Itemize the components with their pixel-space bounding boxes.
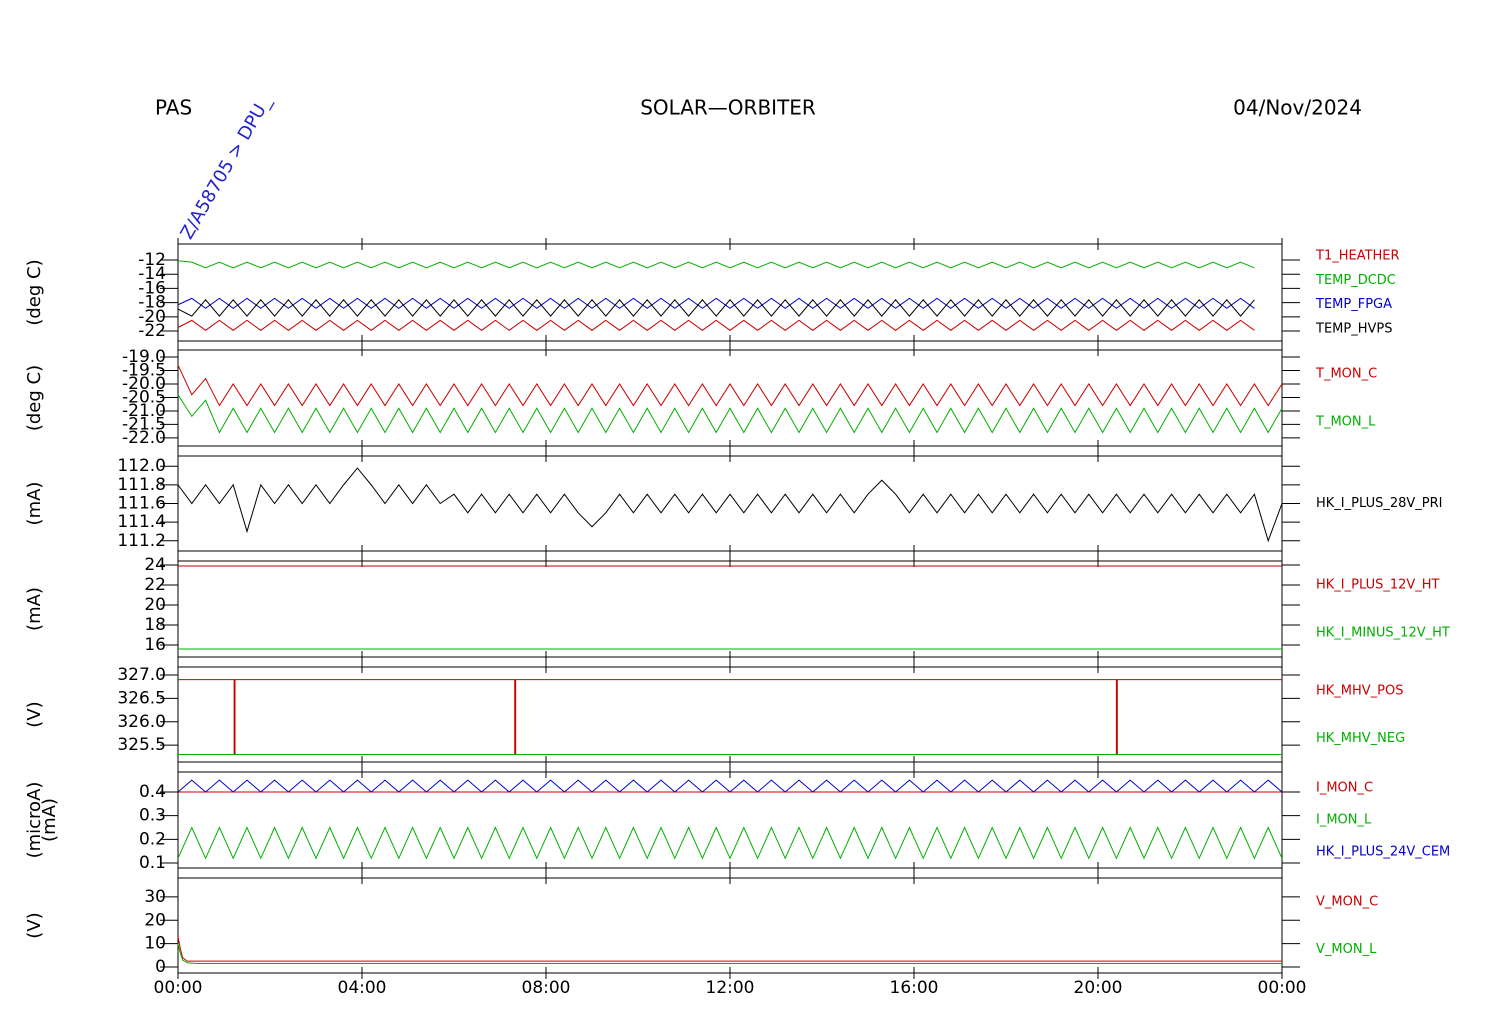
y-tick-label: 20 xyxy=(144,910,166,930)
y-tick-label: -22.0 xyxy=(122,428,166,448)
y-axis-label: (microA) xyxy=(24,782,45,859)
header-left: PAS xyxy=(155,96,192,120)
y-tick-label: 0.3 xyxy=(139,806,166,826)
plot-frame xyxy=(177,349,1283,447)
y-tick-label: 10 xyxy=(144,934,166,954)
plot-frame xyxy=(177,455,1283,552)
y-tick-label: 111.8 xyxy=(117,475,166,495)
y-tick-label: 16 xyxy=(144,635,166,655)
legend-label: HK_I_PLUS_24V_CEM xyxy=(1316,845,1450,860)
y-tick-label: -19.5 xyxy=(122,360,166,380)
series-line xyxy=(177,779,1283,793)
plot-frame xyxy=(177,877,1283,974)
y-axis-label: (deg C) xyxy=(24,365,45,431)
y-tick-label: 111.6 xyxy=(117,494,166,514)
x-tick-label: 20:00 xyxy=(1074,978,1123,998)
y-tick-label: 20 xyxy=(144,595,166,615)
series-line xyxy=(177,297,1255,309)
legend-label: TEMP_HVPS xyxy=(1315,321,1392,336)
series-line xyxy=(177,260,1255,269)
x-tick-label: 08:00 xyxy=(522,978,571,998)
y-tick-label: 22 xyxy=(144,575,166,595)
legend-label: HK_MHV_NEG xyxy=(1316,731,1405,746)
series-line xyxy=(177,826,1283,860)
plot-frame xyxy=(177,771,1283,869)
x-tick-label: 04:00 xyxy=(338,978,387,998)
legend-label: HK_I_MINUS_12V_HT xyxy=(1316,626,1450,641)
y-tick-label: -12 xyxy=(138,250,166,270)
y-axis-label: (V) xyxy=(24,701,45,727)
y-tick-label: 0.2 xyxy=(139,829,166,849)
y-axis-label: (deg C) xyxy=(24,259,45,325)
series-line xyxy=(177,299,1255,317)
y-tick-label: 24 xyxy=(144,555,166,575)
series-line xyxy=(177,319,1255,331)
series-line xyxy=(177,936,1282,962)
plot-frame xyxy=(177,243,1283,342)
y-tick-label: -20.5 xyxy=(122,387,166,407)
y-tick-label: 111.4 xyxy=(117,512,166,532)
y-tick-label: 325.5 xyxy=(117,735,166,755)
y-tick-label: 112.0 xyxy=(117,456,166,476)
y-tick-label: -14 xyxy=(138,264,166,284)
y-tick-label: 0.1 xyxy=(139,853,166,873)
y-tick-label: 0.4 xyxy=(139,782,166,802)
y-tick-label: -18 xyxy=(138,293,166,313)
y-tick-label: -21.5 xyxy=(122,414,166,434)
y-tick-label: -20.0 xyxy=(122,374,166,394)
header-center: SOLAR—ORBITER xyxy=(640,96,816,120)
legend-label: V_MON_L xyxy=(1316,942,1377,957)
series-line xyxy=(177,364,1283,407)
series-line xyxy=(177,394,1283,434)
series-line xyxy=(177,467,1283,543)
y-tick-label: 327.0 xyxy=(117,665,166,685)
y-axis-label: (mA) xyxy=(39,798,60,842)
legend-label: TEMP_FPGA xyxy=(1315,297,1392,312)
legend-label: V_MON_C xyxy=(1316,894,1378,909)
y-tick-label: -22 xyxy=(138,321,166,341)
legend-label: I_MON_C xyxy=(1316,781,1373,796)
y-tick-label: 18 xyxy=(144,615,166,635)
y-tick-label: 326.0 xyxy=(117,712,166,732)
series-line xyxy=(177,943,1282,964)
plot-frame xyxy=(177,560,1283,658)
legend-label: T_MON_L xyxy=(1315,415,1376,430)
y-axis-label: (mA) xyxy=(24,482,45,526)
legend-label: T_MON_C xyxy=(1315,367,1377,382)
x-tick-label: 00:00 xyxy=(1258,978,1307,998)
legend-label: T1_HEATHER xyxy=(1315,249,1400,264)
y-tick-label: -19.0 xyxy=(122,347,166,367)
legend-label: I_MON_L xyxy=(1316,813,1372,828)
y-tick-label: -20 xyxy=(138,307,166,327)
x-tick-label: 16:00 xyxy=(890,978,939,998)
series-line xyxy=(178,679,1282,756)
x-tick-label: 00:00 xyxy=(154,978,203,998)
y-tick-label: -21.0 xyxy=(122,401,166,421)
legend-label: HK_I_PLUS_28V_PRI xyxy=(1316,496,1442,511)
y-tick-label: 30 xyxy=(144,887,166,907)
y-axis-label: (mA) xyxy=(24,587,45,631)
y-tick-label: 326.5 xyxy=(117,688,166,708)
y-tick-label: 0 xyxy=(155,957,166,977)
header-right: 04/Nov/2024 xyxy=(1233,96,1362,120)
x-tick-label: 12:00 xyxy=(706,978,755,998)
y-tick-label: 111.2 xyxy=(117,531,166,551)
y-axis-label: (V) xyxy=(24,912,45,938)
y-tick-label: -16 xyxy=(138,278,166,298)
legend-label: HK_MHV_POS xyxy=(1316,683,1404,698)
legend-label: HK_I_PLUS_12V_HT xyxy=(1316,578,1440,593)
legend-label: TEMP_DCDC xyxy=(1315,273,1396,288)
